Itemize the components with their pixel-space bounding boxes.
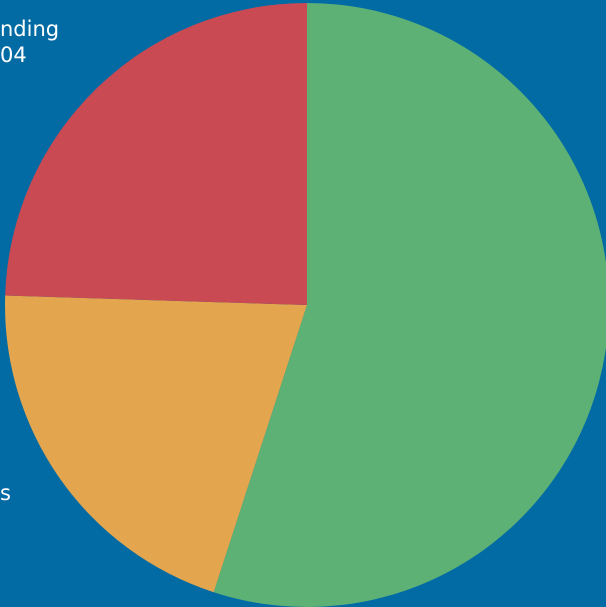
slice-label-fragment: 04 [0, 43, 27, 67]
pie-slice-2 [5, 295, 307, 593]
slice-label-fragment: s [0, 481, 11, 505]
pie-slice-3 [5, 3, 308, 305]
pie-slice-1 [213, 3, 606, 607]
slice-label-fragment: nding [0, 17, 60, 41]
